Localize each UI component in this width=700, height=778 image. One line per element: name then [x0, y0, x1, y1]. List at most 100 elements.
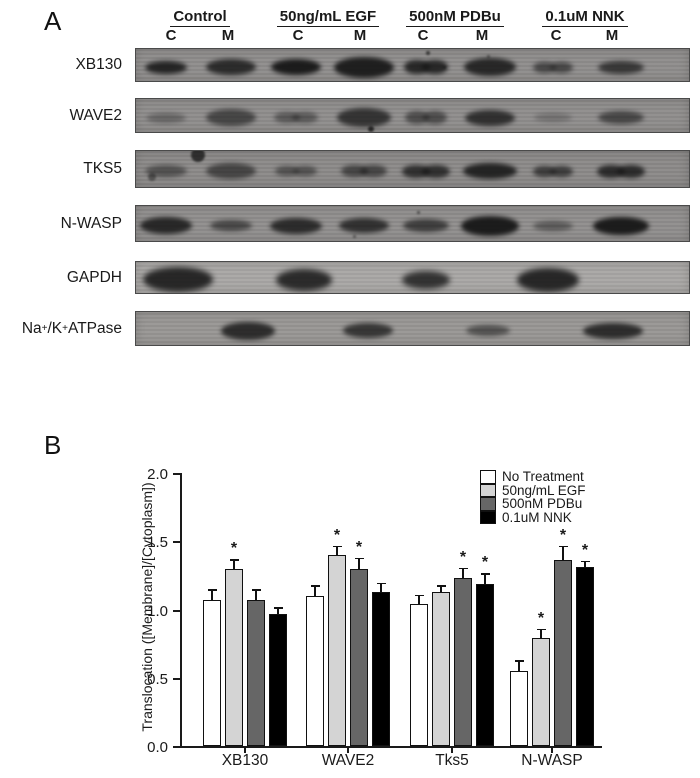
legend-swatch [480, 470, 496, 484]
error-bar-cap [480, 573, 490, 575]
bar [532, 638, 550, 746]
blot-row-label: TKS5 [83, 160, 122, 177]
blot-strip [135, 261, 690, 294]
y-tick [173, 677, 180, 680]
x-tick [347, 748, 349, 753]
y-tick [173, 473, 180, 475]
error-bar-cap [514, 660, 524, 662]
treatment-group-label: 0.1uM NNK [505, 8, 665, 27]
legend-label: 50ng/mL EGF [502, 482, 586, 498]
error-bar-line [484, 574, 486, 584]
blot-band [422, 111, 447, 124]
blot-band [461, 215, 519, 236]
error-bar-line [518, 661, 520, 671]
lane-label: C [550, 27, 562, 44]
blot-band [549, 61, 573, 73]
blot-band [534, 113, 572, 122]
blot-band [143, 267, 213, 292]
bar [476, 583, 494, 746]
error-bar-cap [207, 589, 217, 591]
blot-band [464, 58, 516, 76]
blot-band [221, 321, 275, 340]
blot-band [403, 219, 449, 232]
blot-band [360, 165, 387, 177]
lane-label: M [605, 27, 619, 44]
significance-asterisk: * [459, 548, 467, 566]
error-bar-line [380, 583, 382, 592]
blot-band [593, 216, 649, 235]
blot-band [533, 220, 573, 231]
blot-band [422, 60, 448, 74]
blot-speck [191, 151, 205, 162]
significance-asterisk: * [581, 541, 589, 559]
blot-band [422, 164, 450, 178]
blot-strip [135, 311, 690, 346]
error-bar-cap [536, 628, 546, 631]
bar [576, 567, 594, 746]
blot-band [343, 323, 393, 338]
blot-band [339, 218, 389, 233]
y-tick-label: 2.0 [147, 466, 168, 483]
bar [269, 613, 287, 746]
blot-band [146, 112, 186, 123]
blot-row-label: XB130 [75, 56, 122, 73]
y-tick-label: 0.0 [147, 739, 168, 756]
blot-band [598, 111, 644, 124]
x-axis [180, 746, 602, 748]
bar [247, 599, 265, 746]
blot-band [517, 267, 579, 292]
blot-band [533, 61, 557, 73]
y-tick [173, 609, 180, 612]
error-bar-cap [332, 545, 342, 548]
legend-swatch [480, 510, 496, 524]
error-bar-cap [251, 589, 261, 591]
treatment-group-label: Control [120, 8, 280, 27]
blot-band [206, 163, 256, 179]
y-axis-title: Translocation ([Membrane]/[Cytoplasm]) [139, 482, 155, 732]
blot-strip [135, 150, 690, 188]
lane-label: M [221, 27, 235, 44]
blot-strip [135, 48, 690, 82]
blot-band [270, 217, 322, 234]
blot-band [206, 109, 256, 126]
error-bar-cap [376, 582, 386, 585]
blot-band [583, 322, 643, 339]
blot-band [140, 217, 192, 234]
panel-b-label: B [44, 430, 62, 460]
blot-band [549, 165, 573, 177]
error-bar-line [211, 590, 213, 600]
blot-band [292, 112, 318, 123]
lane-label: M [475, 27, 489, 44]
bar [432, 591, 450, 746]
bar [510, 670, 528, 746]
error-bar-line [562, 546, 564, 561]
blot-row-label: Na +/K + ATPase [21, 319, 122, 337]
blot-strip [135, 98, 690, 133]
blot-strip [135, 205, 690, 242]
x-tick [551, 748, 553, 753]
blot-band [598, 60, 644, 74]
legend-label: 0.1uM NNK [502, 509, 572, 525]
y-tick-label: 1.0 [147, 602, 168, 620]
error-bar-cap [558, 545, 568, 548]
bar [203, 599, 221, 746]
error-bar-line [418, 595, 420, 605]
legend-swatch [480, 483, 496, 497]
blot-speck [352, 234, 356, 238]
blot-band [337, 108, 391, 127]
bar [328, 554, 346, 746]
error-bar-cap [436, 585, 446, 587]
error-bar-line [584, 561, 586, 568]
legend-label: No Treatment [502, 469, 584, 484]
error-bar-cap [580, 560, 590, 563]
blot-speck [486, 54, 490, 58]
lane-label: C [292, 27, 304, 44]
y-tick [173, 541, 180, 544]
blot-band [145, 165, 187, 177]
bar [554, 560, 572, 746]
error-bar-line [462, 568, 464, 579]
blot-band [274, 112, 300, 123]
error-bar-cap [229, 559, 239, 561]
blot-row-label: N-WASP [60, 214, 122, 232]
